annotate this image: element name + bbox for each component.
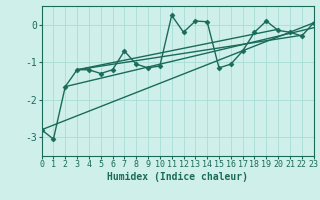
X-axis label: Humidex (Indice chaleur): Humidex (Indice chaleur) <box>107 172 248 182</box>
